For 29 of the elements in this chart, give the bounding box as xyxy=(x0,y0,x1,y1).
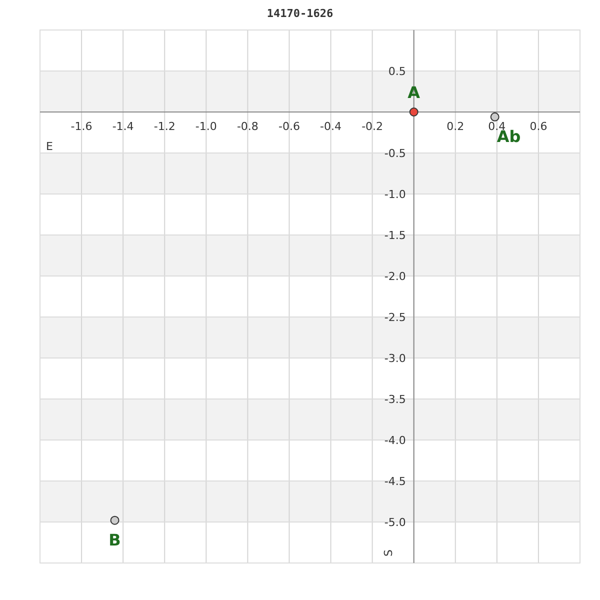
x-tick-label: -1.4 xyxy=(112,120,134,133)
y-tick-label: -1.0 xyxy=(384,188,406,201)
y-axis-title: S xyxy=(382,549,395,556)
x-tick-label: -1.0 xyxy=(195,120,217,133)
y-tick-label: -1.5 xyxy=(384,229,406,242)
y-tick-label: -0.5 xyxy=(384,147,406,160)
x-tick-label: 0.6 xyxy=(530,120,548,133)
y-tick-label: -2.0 xyxy=(384,270,406,283)
x-axis-title: E xyxy=(46,140,53,153)
y-tick-label: -4.5 xyxy=(384,475,406,488)
x-tick-label: -0.4 xyxy=(320,120,342,133)
y-tick-label: -5.0 xyxy=(384,516,406,529)
y-tick-label: -4.0 xyxy=(384,434,406,447)
x-tick-label: -1.2 xyxy=(154,120,176,133)
x-tick-label: -0.8 xyxy=(236,120,258,133)
x-tick-label: -1.6 xyxy=(70,120,92,133)
point xyxy=(490,112,500,122)
chart-title: 14170-1626 xyxy=(266,7,334,20)
x-tick-label: -0.6 xyxy=(278,120,300,133)
point xyxy=(409,108,418,116)
y-tick-label: 0.5 xyxy=(388,65,406,78)
y-tick-label: -3.5 xyxy=(384,393,406,406)
series-label: A xyxy=(408,83,421,102)
x-tick-label: 0.2 xyxy=(446,120,464,133)
y-tick-label: -2.5 xyxy=(384,311,406,324)
series-label: B xyxy=(108,530,121,550)
y-tick-label: -3.0 xyxy=(384,352,406,365)
point xyxy=(110,516,120,525)
x-tick-label: -0.2 xyxy=(362,120,384,133)
